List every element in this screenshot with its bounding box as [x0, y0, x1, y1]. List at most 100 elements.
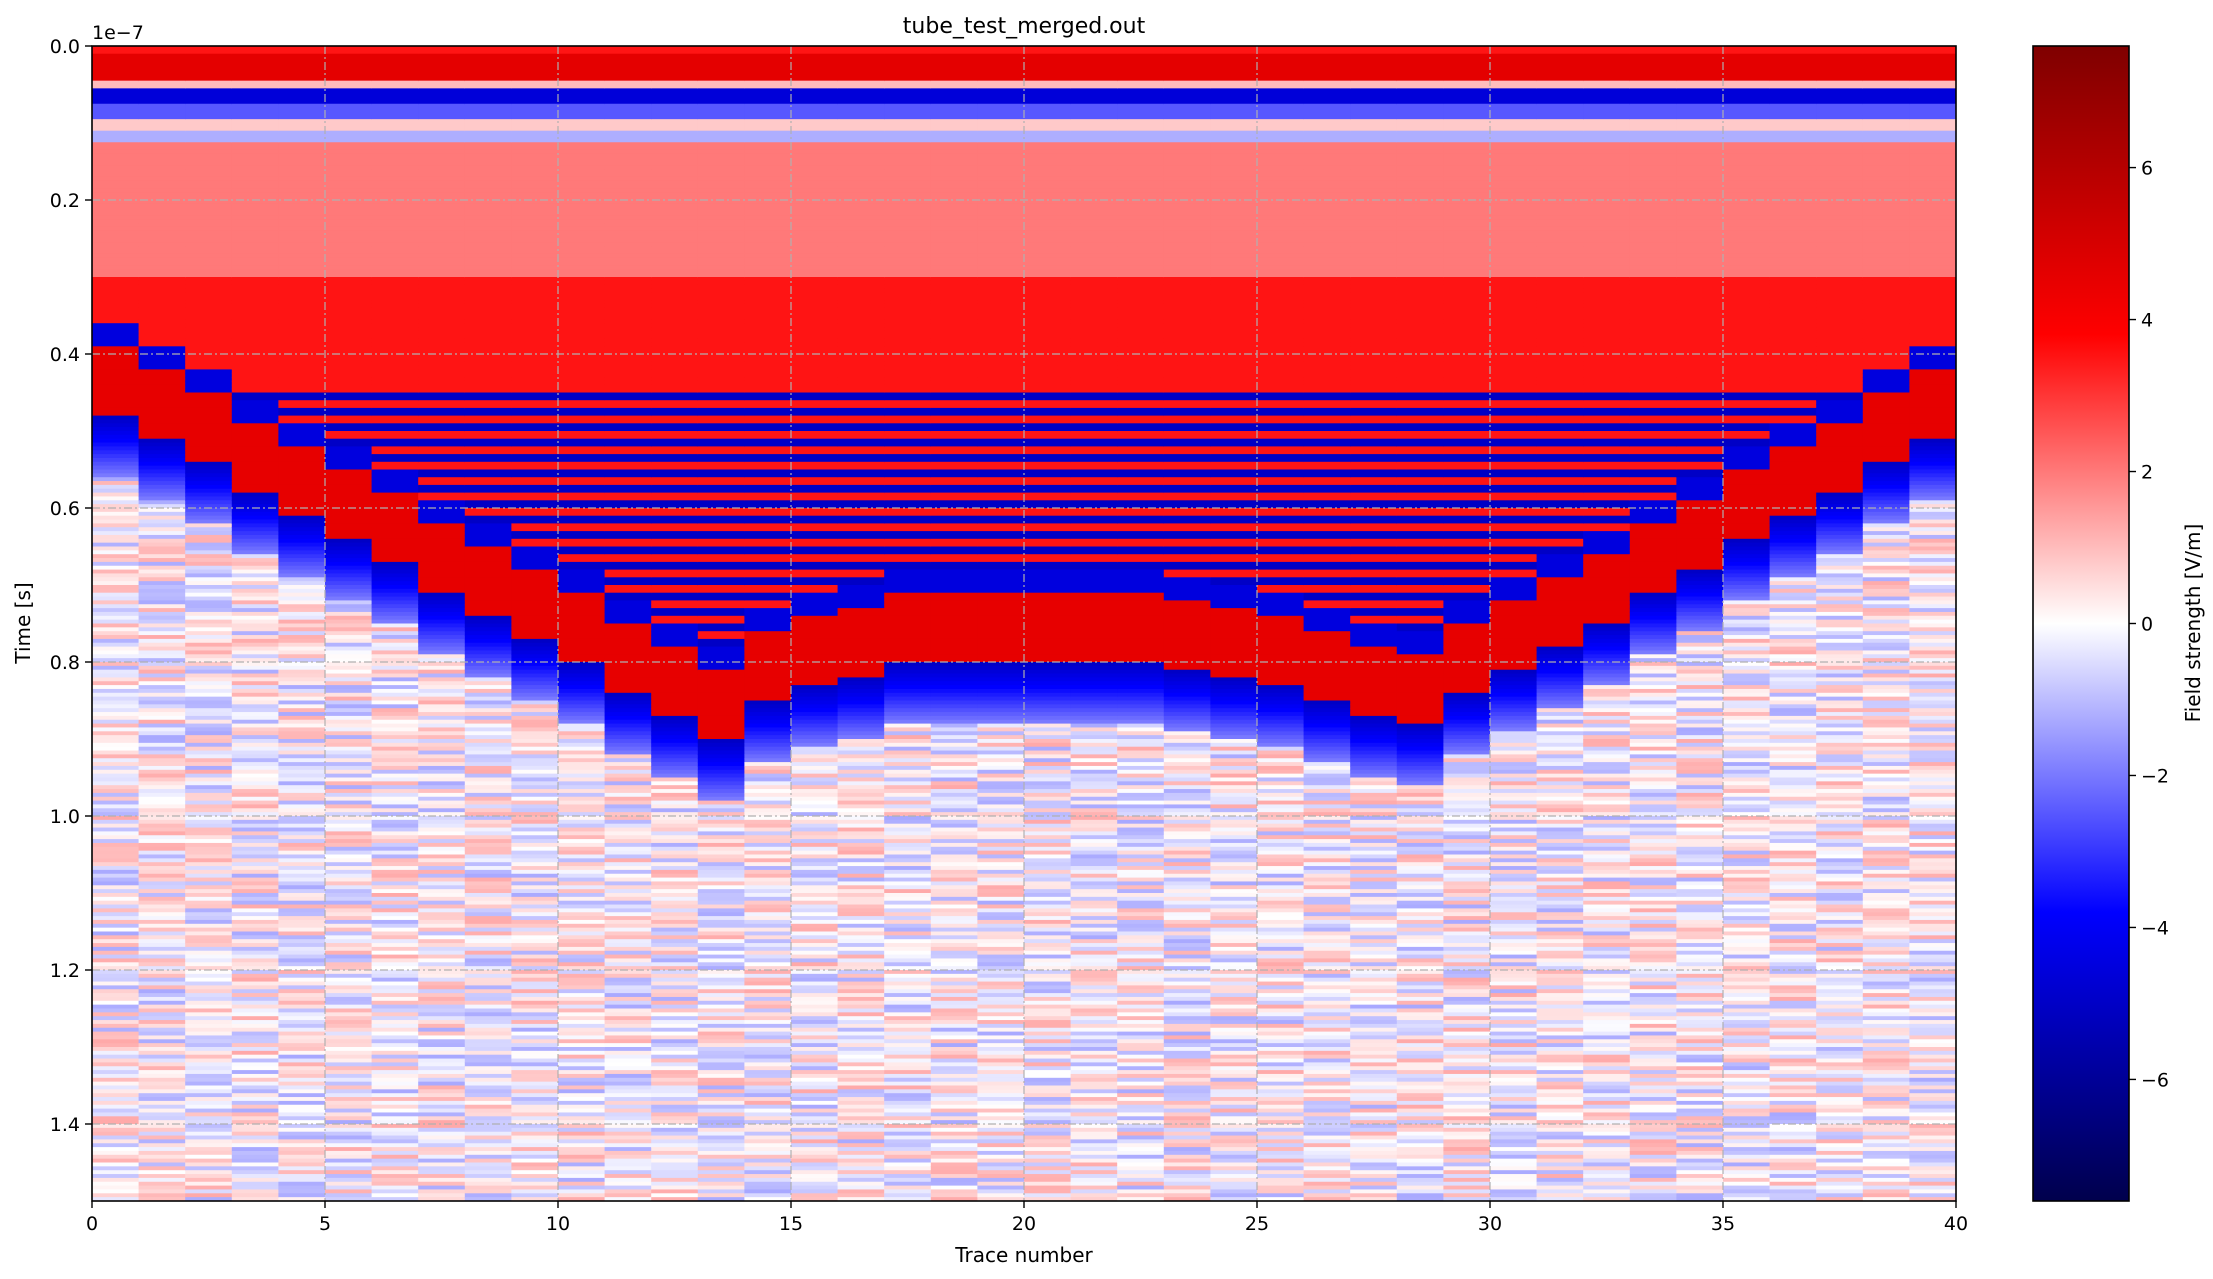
- heatmap-cell: [558, 327, 606, 332]
- heatmap-cell: [138, 49, 186, 55]
- heatmap-cell: [185, 715, 233, 721]
- heatmap-cell: [418, 1008, 466, 1013]
- heatmap-cell: [371, 900, 419, 906]
- heatmap-cell: [744, 1050, 792, 1056]
- heatmap-cell: [231, 319, 279, 324]
- heatmap-cell: [278, 446, 326, 451]
- heatmap-cell: [744, 1104, 792, 1110]
- heatmap-cell: [464, 242, 512, 247]
- heatmap-cell: [791, 1073, 839, 1079]
- heatmap-cell: [371, 269, 419, 274]
- heatmap-cell: [697, 1112, 745, 1117]
- heatmap-cell: [325, 873, 373, 879]
- heatmap-cell: [558, 269, 606, 274]
- heatmap-cell: [791, 1027, 839, 1033]
- heatmap-cell: [791, 681, 839, 686]
- heatmap-cell: [511, 989, 559, 994]
- heatmap-cell: [837, 142, 885, 147]
- heatmap-cell: [697, 866, 745, 871]
- heatmap-cell: [464, 796, 512, 802]
- heatmap-cell: [138, 1062, 186, 1067]
- heatmap-cell: [651, 708, 699, 713]
- heatmap-cell: [325, 369, 373, 374]
- heatmap-cell: [464, 966, 512, 971]
- heatmap-cell: [558, 477, 606, 482]
- heatmap-cell: [325, 869, 373, 875]
- heatmap-cell: [604, 354, 652, 359]
- heatmap-cell: [651, 1185, 699, 1191]
- heatmap-cell: [92, 99, 140, 105]
- heatmap-cell: [604, 1108, 652, 1114]
- heatmap-cell: [418, 808, 466, 813]
- heatmap-cell: [325, 796, 373, 802]
- heatmap-cell: [325, 330, 373, 336]
- heatmap-cell: [138, 1124, 186, 1129]
- heatmap-cell: [231, 511, 279, 517]
- heatmap-cell: [325, 134, 373, 139]
- heatmap-cell: [511, 1185, 559, 1191]
- heatmap-cell: [511, 465, 559, 471]
- heatmap-cell: [744, 739, 792, 744]
- heatmap-cell: [231, 816, 279, 821]
- heatmap-cell: [231, 800, 279, 806]
- heatmap-cell: [278, 303, 326, 309]
- heatmap-cell: [697, 327, 745, 332]
- heatmap-cell: [325, 962, 373, 967]
- heatmap-cell: [278, 577, 326, 582]
- heatmap-cell: [651, 311, 699, 317]
- heatmap-cell: [231, 46, 279, 51]
- heatmap-cell: [138, 115, 186, 120]
- heatmap-cell: [837, 230, 885, 236]
- heatmap-cell: [325, 685, 373, 690]
- heatmap-cell: [231, 465, 279, 471]
- heatmap-cell: [744, 84, 792, 89]
- heatmap-cell: [418, 623, 466, 628]
- heatmap-cell: [558, 877, 606, 883]
- heatmap-cell: [744, 173, 792, 178]
- heatmap-cell: [558, 149, 606, 155]
- heatmap-cell: [418, 577, 466, 582]
- heatmap-cell: [464, 561, 512, 567]
- heatmap-cell: [651, 446, 699, 451]
- heatmap-cell: [744, 465, 792, 471]
- heatmap-cell: [185, 554, 233, 559]
- heatmap-cell: [278, 400, 326, 405]
- heatmap-cell: [558, 481, 606, 486]
- heatmap-cell: [185, 400, 233, 405]
- heatmap-cell: [138, 99, 186, 105]
- heatmap-cell: [371, 380, 419, 386]
- heatmap-cell: [697, 796, 745, 802]
- heatmap-cell: [697, 407, 745, 413]
- heatmap-cell: [604, 250, 652, 255]
- heatmap-cell: [371, 184, 419, 190]
- heatmap-cell: [231, 400, 279, 405]
- heatmap-cell: [418, 330, 466, 336]
- heatmap-cell: [371, 608, 419, 613]
- heatmap-cell: [464, 950, 512, 956]
- heatmap-cell: [92, 250, 140, 255]
- heatmap-cell: [464, 169, 512, 174]
- heatmap-cell: [325, 611, 373, 617]
- heatmap-cell: [744, 896, 792, 902]
- heatmap-cell: [278, 481, 326, 486]
- heatmap-cell: [558, 1066, 606, 1071]
- heatmap-cell: [791, 561, 839, 567]
- heatmap-cell: [651, 1150, 699, 1156]
- heatmap-cell: [604, 123, 652, 128]
- heatmap-cell: [558, 569, 606, 575]
- heatmap-cell: [371, 554, 419, 559]
- heatmap-cell: [278, 696, 326, 702]
- heatmap-cell: [837, 99, 885, 105]
- heatmap-cell: [231, 1189, 279, 1194]
- heatmap-cell: [231, 1035, 279, 1040]
- heatmap-cell: [92, 88, 140, 93]
- heatmap-cell: [325, 758, 373, 763]
- heatmap-cell: [325, 473, 373, 478]
- heatmap-cell: [138, 808, 186, 813]
- heatmap-cell: [744, 446, 792, 451]
- heatmap-cell: [558, 88, 606, 93]
- heatmap-cell: [837, 65, 885, 70]
- heatmap-cell: [185, 581, 233, 586]
- heatmap-cell: [464, 103, 512, 109]
- heatmap-cell: [185, 996, 233, 1002]
